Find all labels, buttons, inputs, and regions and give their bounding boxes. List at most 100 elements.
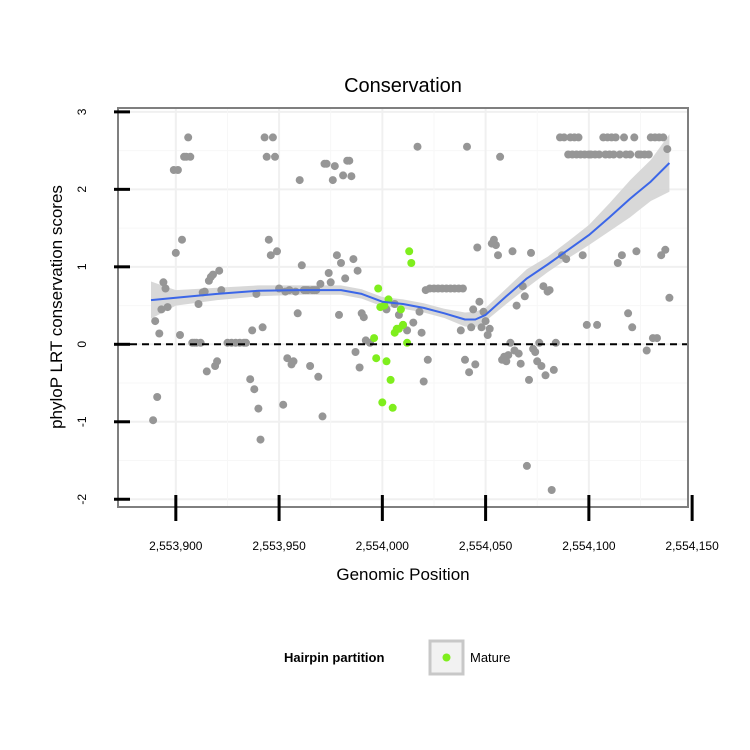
data-point bbox=[178, 235, 186, 244]
data-point bbox=[291, 287, 300, 296]
data-point bbox=[171, 248, 180, 257]
data-point bbox=[417, 328, 426, 337]
data-point bbox=[155, 329, 164, 338]
data-point bbox=[609, 150, 618, 159]
mature-point bbox=[372, 354, 381, 363]
data-point bbox=[260, 133, 269, 142]
data-point bbox=[659, 133, 668, 142]
data-point bbox=[173, 166, 182, 174]
data-point bbox=[151, 317, 160, 326]
data-point bbox=[347, 172, 356, 181]
data-point bbox=[262, 152, 271, 161]
data-point bbox=[326, 278, 335, 287]
data-point bbox=[194, 300, 203, 308]
data-point bbox=[403, 326, 412, 335]
x-axis-label: Genomic Position bbox=[336, 565, 469, 584]
data-point bbox=[516, 359, 525, 368]
data-point bbox=[413, 142, 422, 151]
data-point bbox=[611, 133, 620, 142]
data-point bbox=[506, 338, 515, 347]
data-point bbox=[423, 355, 432, 364]
plot-border bbox=[117, 107, 689, 508]
data-point bbox=[217, 286, 226, 295]
data-point bbox=[289, 357, 298, 366]
data-point bbox=[494, 251, 502, 260]
data-point bbox=[628, 323, 637, 332]
data-point bbox=[624, 309, 633, 318]
data-point bbox=[485, 324, 494, 333]
data-point bbox=[613, 259, 622, 267]
x-tick-label: 2,554,000 bbox=[356, 539, 410, 553]
y-tick-label: 2 bbox=[75, 186, 89, 193]
data-point bbox=[159, 278, 168, 287]
data-point bbox=[665, 293, 674, 302]
data-point bbox=[283, 354, 292, 363]
data-point bbox=[477, 323, 486, 332]
data-point bbox=[242, 338, 250, 347]
data-point bbox=[471, 360, 480, 369]
x-tick-label: 2,553,900 bbox=[149, 539, 203, 553]
data-point bbox=[337, 259, 345, 267]
data-point bbox=[256, 435, 265, 444]
data-point bbox=[632, 247, 641, 256]
mature-point bbox=[380, 301, 389, 310]
data-point bbox=[200, 287, 209, 296]
data-point bbox=[456, 326, 465, 335]
data-point bbox=[353, 266, 362, 275]
data-point bbox=[409, 318, 418, 327]
data-point bbox=[502, 357, 511, 366]
data-point bbox=[663, 145, 672, 154]
data-point bbox=[512, 301, 521, 310]
data-point bbox=[184, 133, 193, 142]
axes: -2 -1 0 1 2 3 2,553,900 2,553,950 2,554,000 2,554… bbox=[75, 108, 719, 553]
data-point bbox=[527, 248, 535, 257]
data-point bbox=[161, 284, 170, 293]
data-point bbox=[578, 251, 587, 260]
data-point bbox=[250, 385, 259, 394]
data-point bbox=[562, 255, 571, 264]
data-point bbox=[248, 326, 257, 335]
data-point bbox=[215, 266, 224, 275]
data-point bbox=[163, 303, 172, 312]
data-point bbox=[186, 152, 195, 161]
data-point bbox=[467, 323, 476, 332]
data-point bbox=[549, 365, 558, 374]
data-point bbox=[157, 305, 166, 314]
mature-point bbox=[374, 284, 383, 293]
data-point bbox=[463, 142, 471, 151]
data-point bbox=[560, 133, 569, 142]
chart-title: Conservation bbox=[344, 75, 462, 97]
data-point bbox=[328, 176, 337, 185]
data-point bbox=[615, 150, 624, 159]
data-point bbox=[465, 368, 474, 377]
data-point bbox=[268, 133, 277, 142]
data-point bbox=[473, 243, 482, 252]
data-point bbox=[514, 349, 523, 358]
data-point bbox=[483, 331, 492, 339]
mature-point bbox=[388, 403, 397, 412]
data-point bbox=[535, 338, 544, 347]
data-point bbox=[630, 133, 639, 142]
data-point bbox=[626, 150, 635, 159]
data-point bbox=[551, 338, 560, 347]
data-point bbox=[153, 393, 162, 401]
legend-title: Hairpin partition bbox=[284, 650, 384, 665]
data-point bbox=[273, 247, 281, 256]
data-point bbox=[176, 331, 184, 339]
data-point bbox=[318, 412, 327, 421]
data-point bbox=[653, 334, 661, 343]
legend-key-mature bbox=[442, 653, 451, 662]
data-point bbox=[458, 284, 467, 293]
data-point bbox=[461, 355, 469, 364]
data-point bbox=[332, 251, 341, 260]
mature-point bbox=[382, 357, 391, 366]
data-point bbox=[324, 269, 333, 277]
data-point bbox=[593, 320, 602, 329]
data-point bbox=[620, 133, 628, 142]
data-point bbox=[531, 348, 540, 356]
data-point bbox=[539, 282, 548, 291]
data-point bbox=[297, 261, 306, 270]
smooth-line bbox=[150, 162, 671, 321]
